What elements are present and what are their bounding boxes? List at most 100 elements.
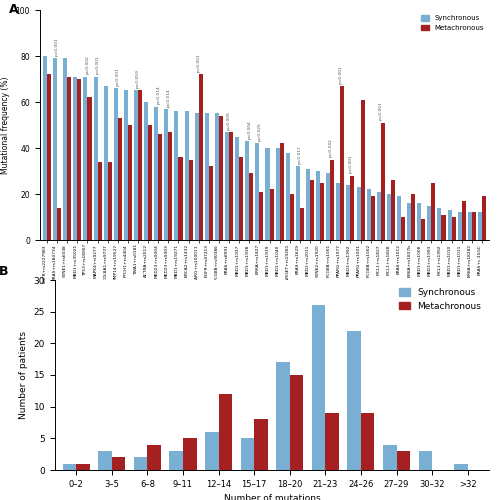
Legend: Synchronous, Metachronous: Synchronous, Metachronous [419,14,486,32]
Bar [310,180,314,240]
Bar [478,212,482,240]
Bar [482,196,486,240]
X-axis label: Number of mutations: Number of mutations [224,494,320,500]
Bar [320,182,324,240]
Bar [104,86,108,240]
Bar [438,208,442,240]
Bar [43,56,47,240]
Text: p=0.059: p=0.059 [136,70,140,88]
Bar [195,114,199,240]
Bar [387,194,391,240]
Text: p=0.025: p=0.025 [257,122,261,141]
Bar [290,194,294,240]
Text: p=0.014: p=0.014 [166,88,170,106]
Bar [185,111,189,240]
Bar [383,444,397,470]
Bar [427,206,431,240]
Text: p<0.001: p<0.001 [338,65,342,84]
Bar [347,330,361,470]
Bar [397,196,401,240]
Bar [134,458,147,470]
Bar [245,141,250,240]
Bar [326,174,330,240]
Bar [330,160,334,240]
Bar [225,132,229,240]
Bar [112,458,125,470]
Bar [350,176,354,240]
Bar [356,187,361,240]
Bar [269,190,273,240]
Bar [300,208,304,240]
Text: p=0.002: p=0.002 [85,56,89,74]
Bar [76,464,90,470]
Bar [108,162,112,240]
Bar [215,114,219,240]
Legend: Synchronous, Metachronous: Synchronous, Metachronous [395,284,485,314]
Text: p<0.001: p<0.001 [379,102,383,120]
Bar [147,444,161,470]
Bar [472,212,476,240]
Text: p=0.009: p=0.009 [227,111,231,130]
Bar [87,98,91,240]
Bar [229,132,233,240]
Bar [255,144,259,240]
Bar [411,194,415,240]
Bar [250,174,253,240]
Bar [73,76,77,240]
Text: p<0.001: p<0.001 [348,154,352,174]
Bar [63,58,67,240]
Bar [391,180,395,240]
Bar [454,464,468,470]
Bar [179,157,183,240]
Bar [275,148,279,240]
Text: p<0.001: p<0.001 [197,54,201,72]
Bar [239,157,243,240]
Text: p=0.017: p=0.017 [298,146,302,164]
Bar [254,420,267,470]
Bar [259,192,263,240]
Bar [77,79,81,240]
Text: A: A [8,3,18,16]
Bar [205,114,209,240]
Text: p<0.001: p<0.001 [55,38,59,56]
Bar [377,192,381,240]
Bar [417,203,421,240]
Bar [371,196,375,240]
Text: p=0.004: p=0.004 [248,120,251,139]
Bar [325,413,339,470]
Bar [340,86,344,240]
Bar [442,214,446,240]
Bar [265,148,269,240]
Bar [286,152,290,240]
Bar [189,160,193,240]
Text: p=0.014: p=0.014 [156,86,160,104]
Bar [205,432,219,470]
Bar [336,182,340,240]
Bar [98,162,102,240]
Bar [154,106,158,240]
Bar [241,438,254,470]
Text: p<0.001: p<0.001 [96,56,100,74]
Bar [47,74,51,240]
Bar [235,136,239,240]
Bar [397,451,410,470]
Bar [452,217,456,240]
Bar [367,190,371,240]
Bar [209,166,213,240]
Bar [168,132,173,240]
Bar [290,375,303,470]
Bar [219,116,223,240]
Bar [296,166,300,240]
Y-axis label: Mutational frequency (%): Mutational frequency (%) [1,76,10,174]
Bar [346,185,350,240]
Bar [306,168,310,240]
Bar [312,306,325,470]
Bar [83,76,87,240]
Bar [128,125,132,240]
Bar [63,464,76,470]
Bar [361,413,374,470]
Bar [219,394,232,470]
Bar [144,102,148,240]
Bar [431,182,436,240]
Bar [98,451,112,470]
